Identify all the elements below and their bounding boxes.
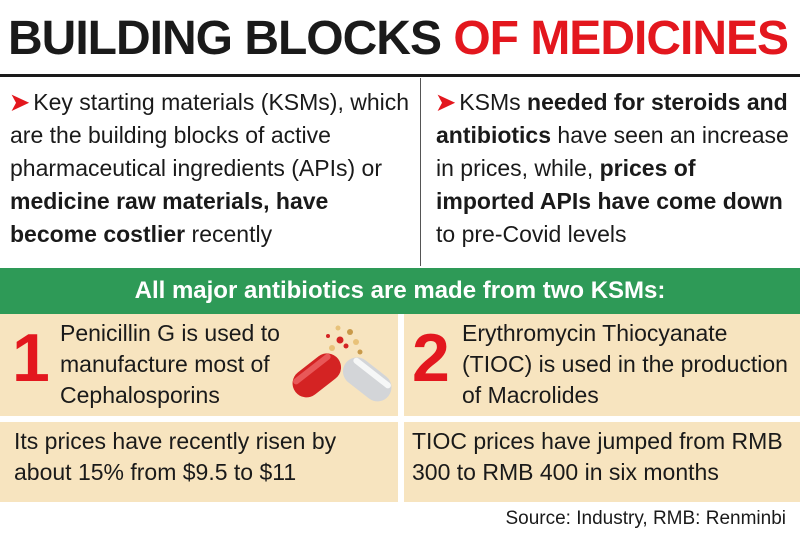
ksm1-number: 1 bbox=[12, 320, 50, 396]
right-point-text-2: have seen an increase in prices, while, bbox=[436, 122, 789, 181]
right-point-text-3: to pre-Covid levels bbox=[436, 221, 627, 247]
left-point-text-1: Key starting materials (KSMs), which are… bbox=[10, 89, 410, 181]
arrow-bullet-icon: ➤ bbox=[10, 89, 30, 115]
ksm-banner: All major antibiotics are made from two … bbox=[0, 268, 800, 314]
page-title: BUILDING BLOCKS OF MEDICINES bbox=[8, 6, 792, 72]
ksm1-description: Penicillin G is used to manufacture most… bbox=[60, 320, 280, 408]
ksm2-number: 2 bbox=[412, 320, 450, 396]
ksm2-description: Erythromycin Thiocyanate (TIOC) is used … bbox=[462, 320, 788, 408]
right-point-bold-1: needed for steroids and antibiotics bbox=[436, 89, 788, 148]
right-summary-point: ➤ KSMs needed for steroids and antibiotic… bbox=[422, 78, 800, 266]
right-point-text-1: KSMs bbox=[459, 89, 528, 115]
right-point-bold-2: prices of imported APIs have come down bbox=[436, 155, 783, 214]
left-point-text-2: recently bbox=[185, 221, 273, 247]
title-part-dark: BUILDING BLOCKS bbox=[8, 12, 454, 65]
capsule-icon bbox=[292, 325, 392, 402]
ksm1-price-note: Its prices have recently risen by about … bbox=[14, 428, 337, 485]
panel-vertical-divider bbox=[398, 314, 404, 502]
ksm2-price-note: TIOC prices have jumped from RMB 300 to … bbox=[412, 428, 783, 485]
top-divider bbox=[0, 74, 800, 77]
arrow-bullet-icon: ➤ bbox=[436, 89, 456, 115]
left-point-bold-1: medicine raw materials, have become cost… bbox=[10, 188, 329, 247]
source-note: Source: Industry, RMB: Renminbi bbox=[505, 508, 786, 529]
title-part-red: OF MEDICINES bbox=[453, 12, 789, 65]
left-summary-point: ➤ Key starting materials (KSMs), which ar… bbox=[0, 78, 421, 266]
